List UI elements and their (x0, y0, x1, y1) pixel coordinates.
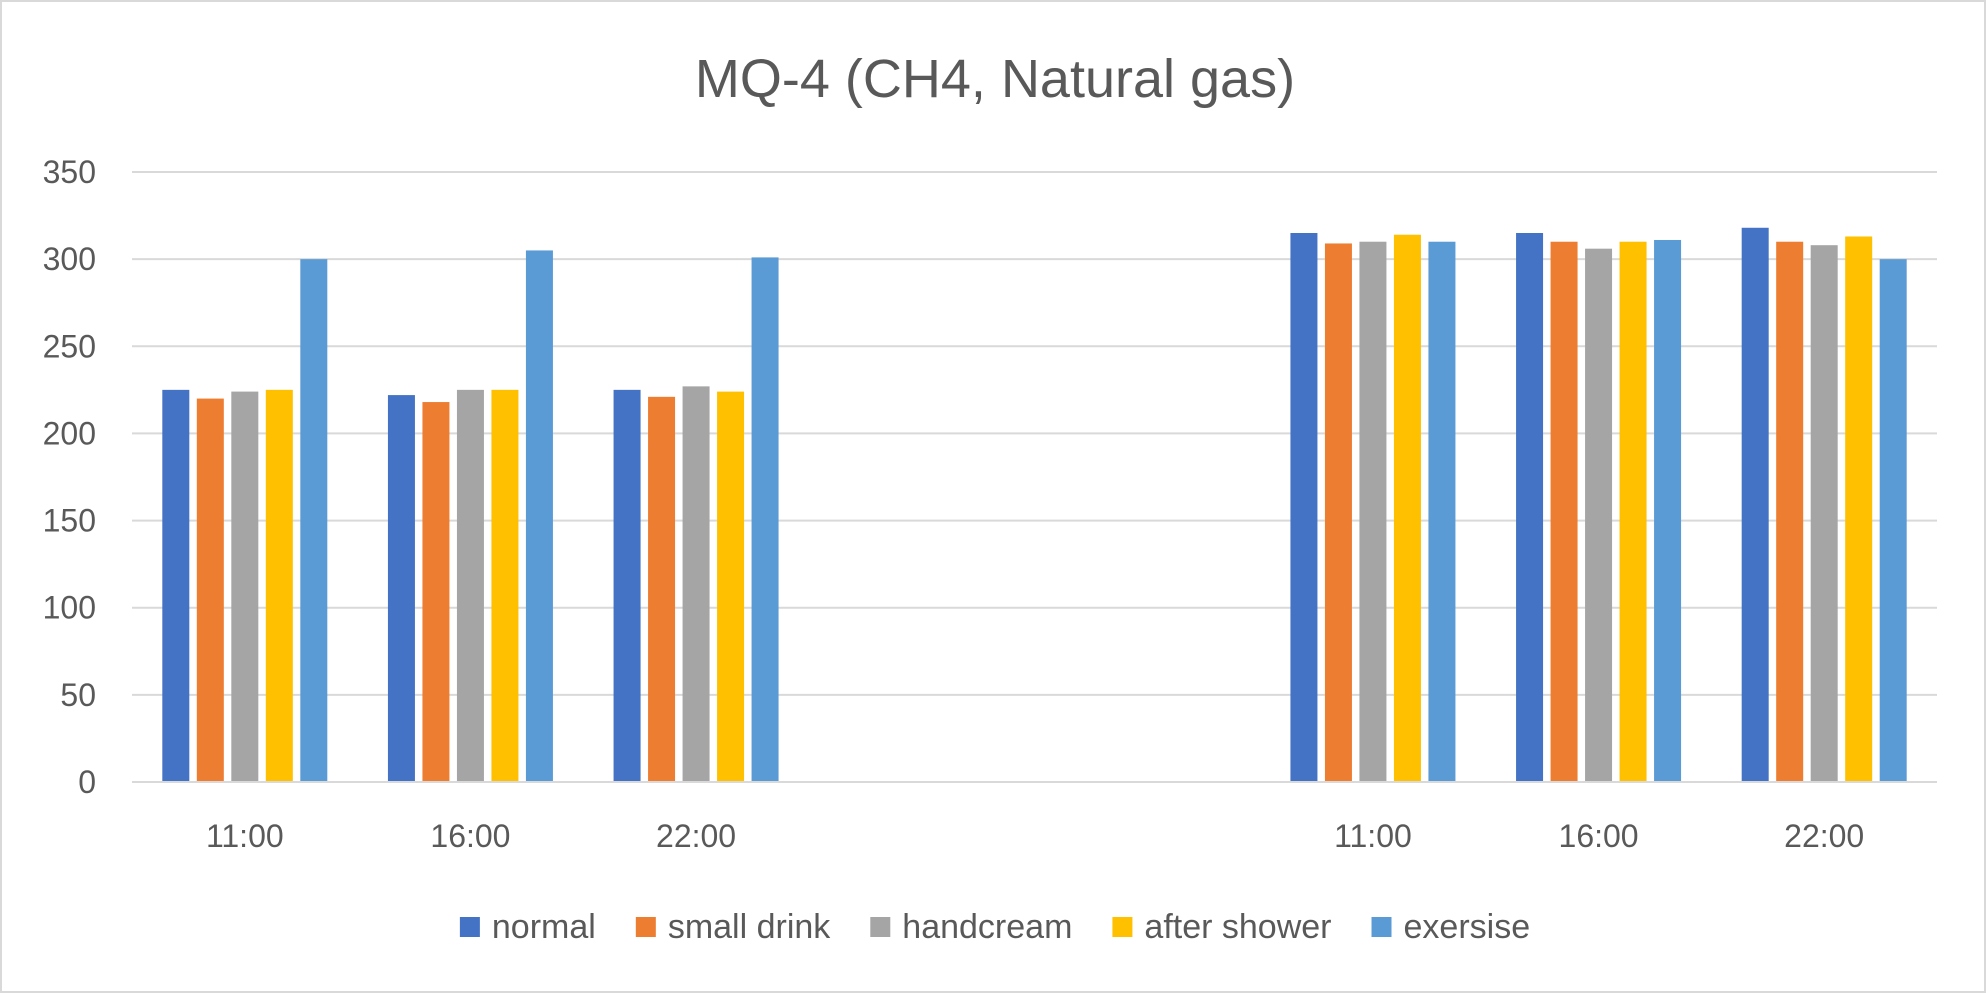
bar-handcream-0 (231, 391, 259, 782)
bar-exersise-0 (300, 259, 328, 783)
x-tick-label: 16:00 (430, 818, 510, 854)
legend-swatch (459, 917, 480, 937)
y-tick-label: 250 (43, 328, 96, 364)
y-tick-label: 150 (43, 503, 96, 539)
legend-swatch (870, 917, 891, 937)
bar-normal-5 (1290, 233, 1318, 782)
legend-label: small drink (668, 908, 831, 946)
legend-item-after-shower: after shower (1112, 908, 1332, 946)
bar-handcream-7 (1810, 245, 1838, 782)
bar-after-shower-7 (1845, 236, 1873, 782)
bar-normal-0 (162, 389, 190, 782)
bar-after-shower-0 (265, 389, 293, 782)
bars (162, 227, 1907, 783)
bar-normal-7 (1741, 227, 1769, 782)
x-tick-label: 11:00 (1334, 818, 1412, 854)
bar-handcream-1 (456, 389, 484, 782)
bar-small-drink-6 (1550, 241, 1578, 782)
y-tick-label: 0 (78, 764, 96, 800)
legend: normal small drink handcream after shower ex… (459, 908, 1531, 946)
bar-small-drink-1 (422, 402, 450, 782)
legend-label: after shower (1144, 908, 1331, 946)
legend-swatch (1371, 917, 1392, 937)
bar-normal-2 (613, 389, 641, 782)
bar-exersise-1 (525, 250, 553, 782)
bar-handcream-6 (1585, 248, 1613, 782)
legend-label: handcream (902, 908, 1072, 946)
x-tick-label: 11:00 (206, 818, 284, 854)
bar-normal-6 (1516, 233, 1544, 782)
bar-after-shower-6 (1619, 241, 1647, 782)
x-tick-label: 16:00 (1559, 818, 1639, 854)
y-tick-label: 100 (43, 590, 96, 626)
bar-exersise-2 (751, 257, 779, 782)
bar-handcream-5 (1359, 241, 1387, 782)
bar-exersise-7 (1879, 259, 1907, 783)
y-tick-label: 350 (43, 154, 96, 190)
bar-small-drink-5 (1324, 243, 1352, 782)
bar-small-drink-7 (1776, 241, 1804, 782)
y-tick-label: 50 (60, 677, 96, 713)
legend-label: exersise (1404, 908, 1531, 946)
x-tick-label: 22:00 (1784, 818, 1864, 854)
x-tick-label: 22:00 (656, 818, 736, 854)
legend-item-exersise: exersise (1371, 908, 1531, 946)
bar-small-drink-0 (196, 398, 224, 782)
legend-item-small-drink: small drink (635, 908, 831, 946)
bar-after-shower-5 (1393, 234, 1421, 782)
bar-small-drink-2 (648, 396, 676, 782)
bar-after-shower-1 (491, 389, 519, 782)
legend-swatch (635, 917, 656, 937)
bar-handcream-2 (682, 386, 710, 782)
bar-exersise-5 (1428, 241, 1456, 782)
legend-item-handcream: handcream (870, 908, 1072, 946)
x-axis-tick-labels: 11:00 16:00 22:00 11:00 16:00 22:00 (206, 818, 1864, 854)
bar-normal-1 (387, 395, 415, 782)
chart-title: MQ-4 (CH4, Natural gas) (695, 49, 1295, 109)
bar-exersise-6 (1654, 239, 1682, 782)
legend-label: normal (492, 908, 596, 946)
y-axis-tick-labels: 0 50 100 150 200 250 300 350 (43, 154, 96, 800)
bar-after-shower-2 (717, 391, 745, 782)
legend-swatch (1112, 917, 1133, 937)
y-tick-label: 300 (43, 241, 96, 277)
y-tick-label: 200 (43, 415, 96, 451)
legend-item-normal: normal (459, 908, 596, 946)
